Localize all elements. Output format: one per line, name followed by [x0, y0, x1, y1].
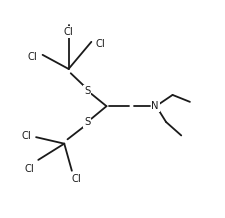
Text: S: S	[83, 117, 90, 127]
Text: N: N	[151, 101, 158, 111]
Text: Cl: Cl	[21, 131, 31, 141]
Text: Cl: Cl	[71, 174, 81, 184]
Text: S: S	[83, 86, 90, 95]
Text: Cl: Cl	[95, 39, 104, 49]
Text: Cl: Cl	[28, 52, 38, 62]
Text: Cl: Cl	[25, 164, 34, 174]
Text: Cl: Cl	[63, 27, 73, 37]
